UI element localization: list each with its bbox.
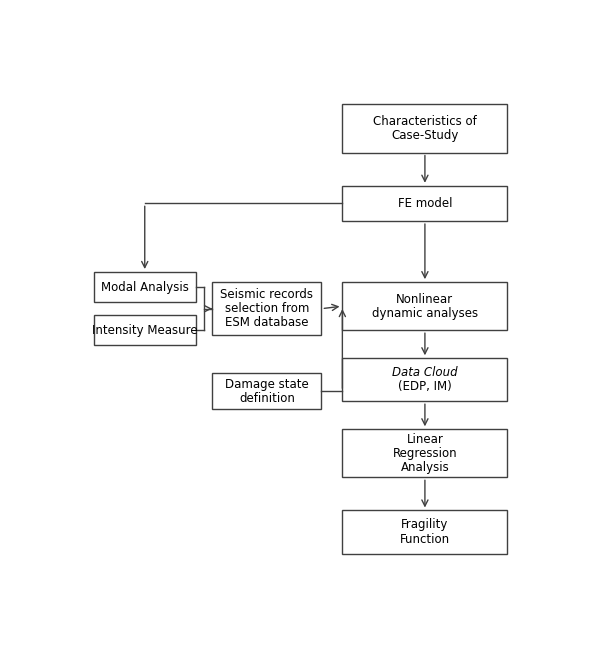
Text: (EDP, IM): (EDP, IM) xyxy=(398,380,452,393)
Text: definition: definition xyxy=(239,391,295,405)
Text: Data Cloud: Data Cloud xyxy=(392,366,458,379)
Text: Fragility: Fragility xyxy=(401,519,449,531)
Bar xyxy=(343,105,508,153)
Text: Nonlinear: Nonlinear xyxy=(397,293,454,306)
Text: dynamic analyses: dynamic analyses xyxy=(372,306,478,320)
Bar xyxy=(212,282,322,335)
Bar xyxy=(343,429,508,477)
Text: FE model: FE model xyxy=(398,197,452,210)
Bar xyxy=(343,510,508,554)
Text: selection from: selection from xyxy=(224,302,309,315)
Text: Regression: Regression xyxy=(392,447,457,460)
Bar xyxy=(94,315,196,345)
Bar xyxy=(212,374,322,409)
Text: Damage state: Damage state xyxy=(225,378,308,391)
Bar xyxy=(343,186,508,221)
Text: Analysis: Analysis xyxy=(401,461,449,474)
Text: Seismic records: Seismic records xyxy=(220,288,313,301)
Text: ESM database: ESM database xyxy=(225,316,308,330)
Bar xyxy=(94,272,196,302)
Bar xyxy=(343,282,508,330)
Text: Modal Analysis: Modal Analysis xyxy=(101,281,188,294)
Text: Linear: Linear xyxy=(406,432,443,445)
Text: Intensity Measure: Intensity Measure xyxy=(92,324,197,337)
Text: Function: Function xyxy=(400,532,450,546)
Bar xyxy=(343,358,508,401)
Text: Case-Study: Case-Study xyxy=(391,129,458,142)
Text: Characteristics of: Characteristics of xyxy=(373,115,477,128)
